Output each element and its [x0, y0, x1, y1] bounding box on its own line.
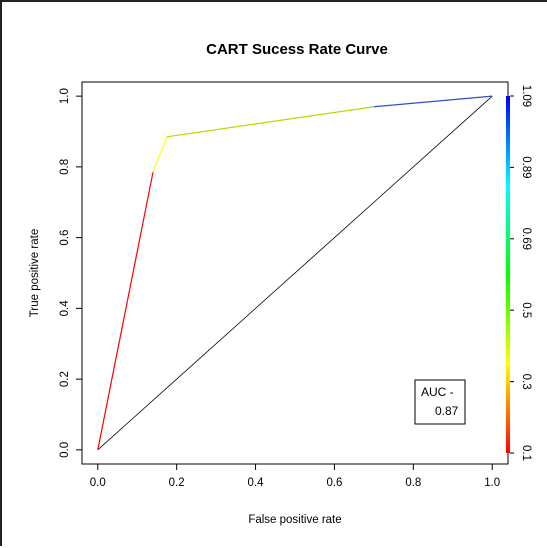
y-axis-label: True positive rate: [29, 229, 41, 317]
y-tick-label: 0.2: [59, 371, 71, 387]
x-tick-label: 0.6: [326, 477, 342, 489]
roc-curve-segment: [166, 106, 374, 138]
auc-label: AUC -: [421, 385, 454, 399]
colorbar-tick-label: 0.1: [520, 445, 532, 461]
y-tick-label: 0.8: [59, 159, 71, 175]
x-tick-label: 0.2: [169, 477, 185, 489]
roc-curve-segment: [373, 95, 493, 108]
y-tick-label: 1.0: [59, 88, 71, 104]
diagonal-reference-line: [97, 95, 493, 451]
x-tick-label: 0.4: [248, 477, 265, 489]
colorbar: [506, 96, 510, 453]
chart-title: CART Sucess Rate Curve: [206, 41, 388, 58]
auc-box: [414, 379, 466, 425]
colorbar-tick-label: 0.69: [520, 228, 532, 250]
x-axis: 0.0 0.2 0.4 0.6 0.8 1.0: [90, 464, 500, 489]
colorbar-axis: 1.09 0.89 0.69 0.5 0.3 0.1: [510, 85, 532, 461]
x-tick-label: 0.0: [90, 477, 106, 489]
y-tick-label: 0.6: [59, 230, 71, 246]
colorbar-tick-label: 1.09: [520, 85, 532, 107]
colorbar-tick-label: 0.89: [520, 156, 532, 178]
x-tick-label: 1.0: [484, 477, 500, 489]
auc-annotation: AUC - 0.87: [414, 379, 466, 425]
roc-curve-segment: [152, 136, 168, 173]
y-tick-label: 0.0: [59, 442, 71, 458]
x-tick-label: 0.8: [405, 477, 421, 489]
y-axis: 0.0 0.2 0.4 0.6 0.8 1.0: [59, 88, 82, 458]
y-tick-label: 0.4: [59, 300, 71, 317]
x-axis-label: False positive rate: [248, 514, 341, 526]
colorbar-tick-label: 0.3: [520, 374, 532, 390]
roc-curve-segment: [97, 172, 154, 450]
colorbar-tick-label: 0.5: [520, 302, 532, 318]
roc-curve: [97, 95, 493, 450]
auc-value: 0.87: [435, 404, 459, 418]
